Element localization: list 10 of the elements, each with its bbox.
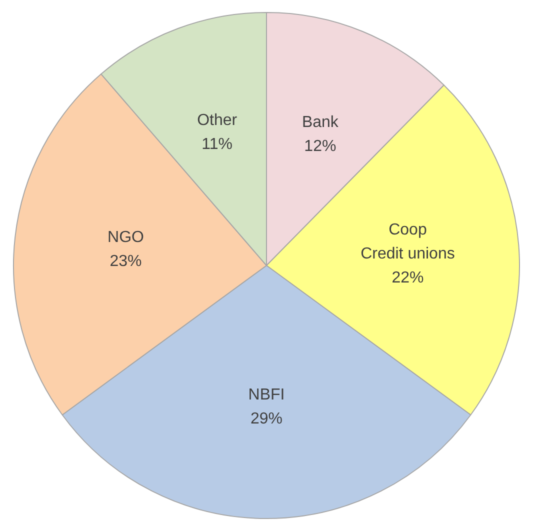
slice-label: Other [197,112,238,130]
slice-label: NGO [108,228,144,246]
slice-label: Bank [302,114,340,131]
data-label: 11% [202,136,233,154]
slice-label: Coop Credit unions [360,221,455,262]
data-label: 29% [250,410,283,428]
data-label: 12% [304,138,336,155]
data-label: 23% [110,252,142,270]
data-label: 22% [392,269,424,286]
slice-label: NBFI [248,386,285,404]
